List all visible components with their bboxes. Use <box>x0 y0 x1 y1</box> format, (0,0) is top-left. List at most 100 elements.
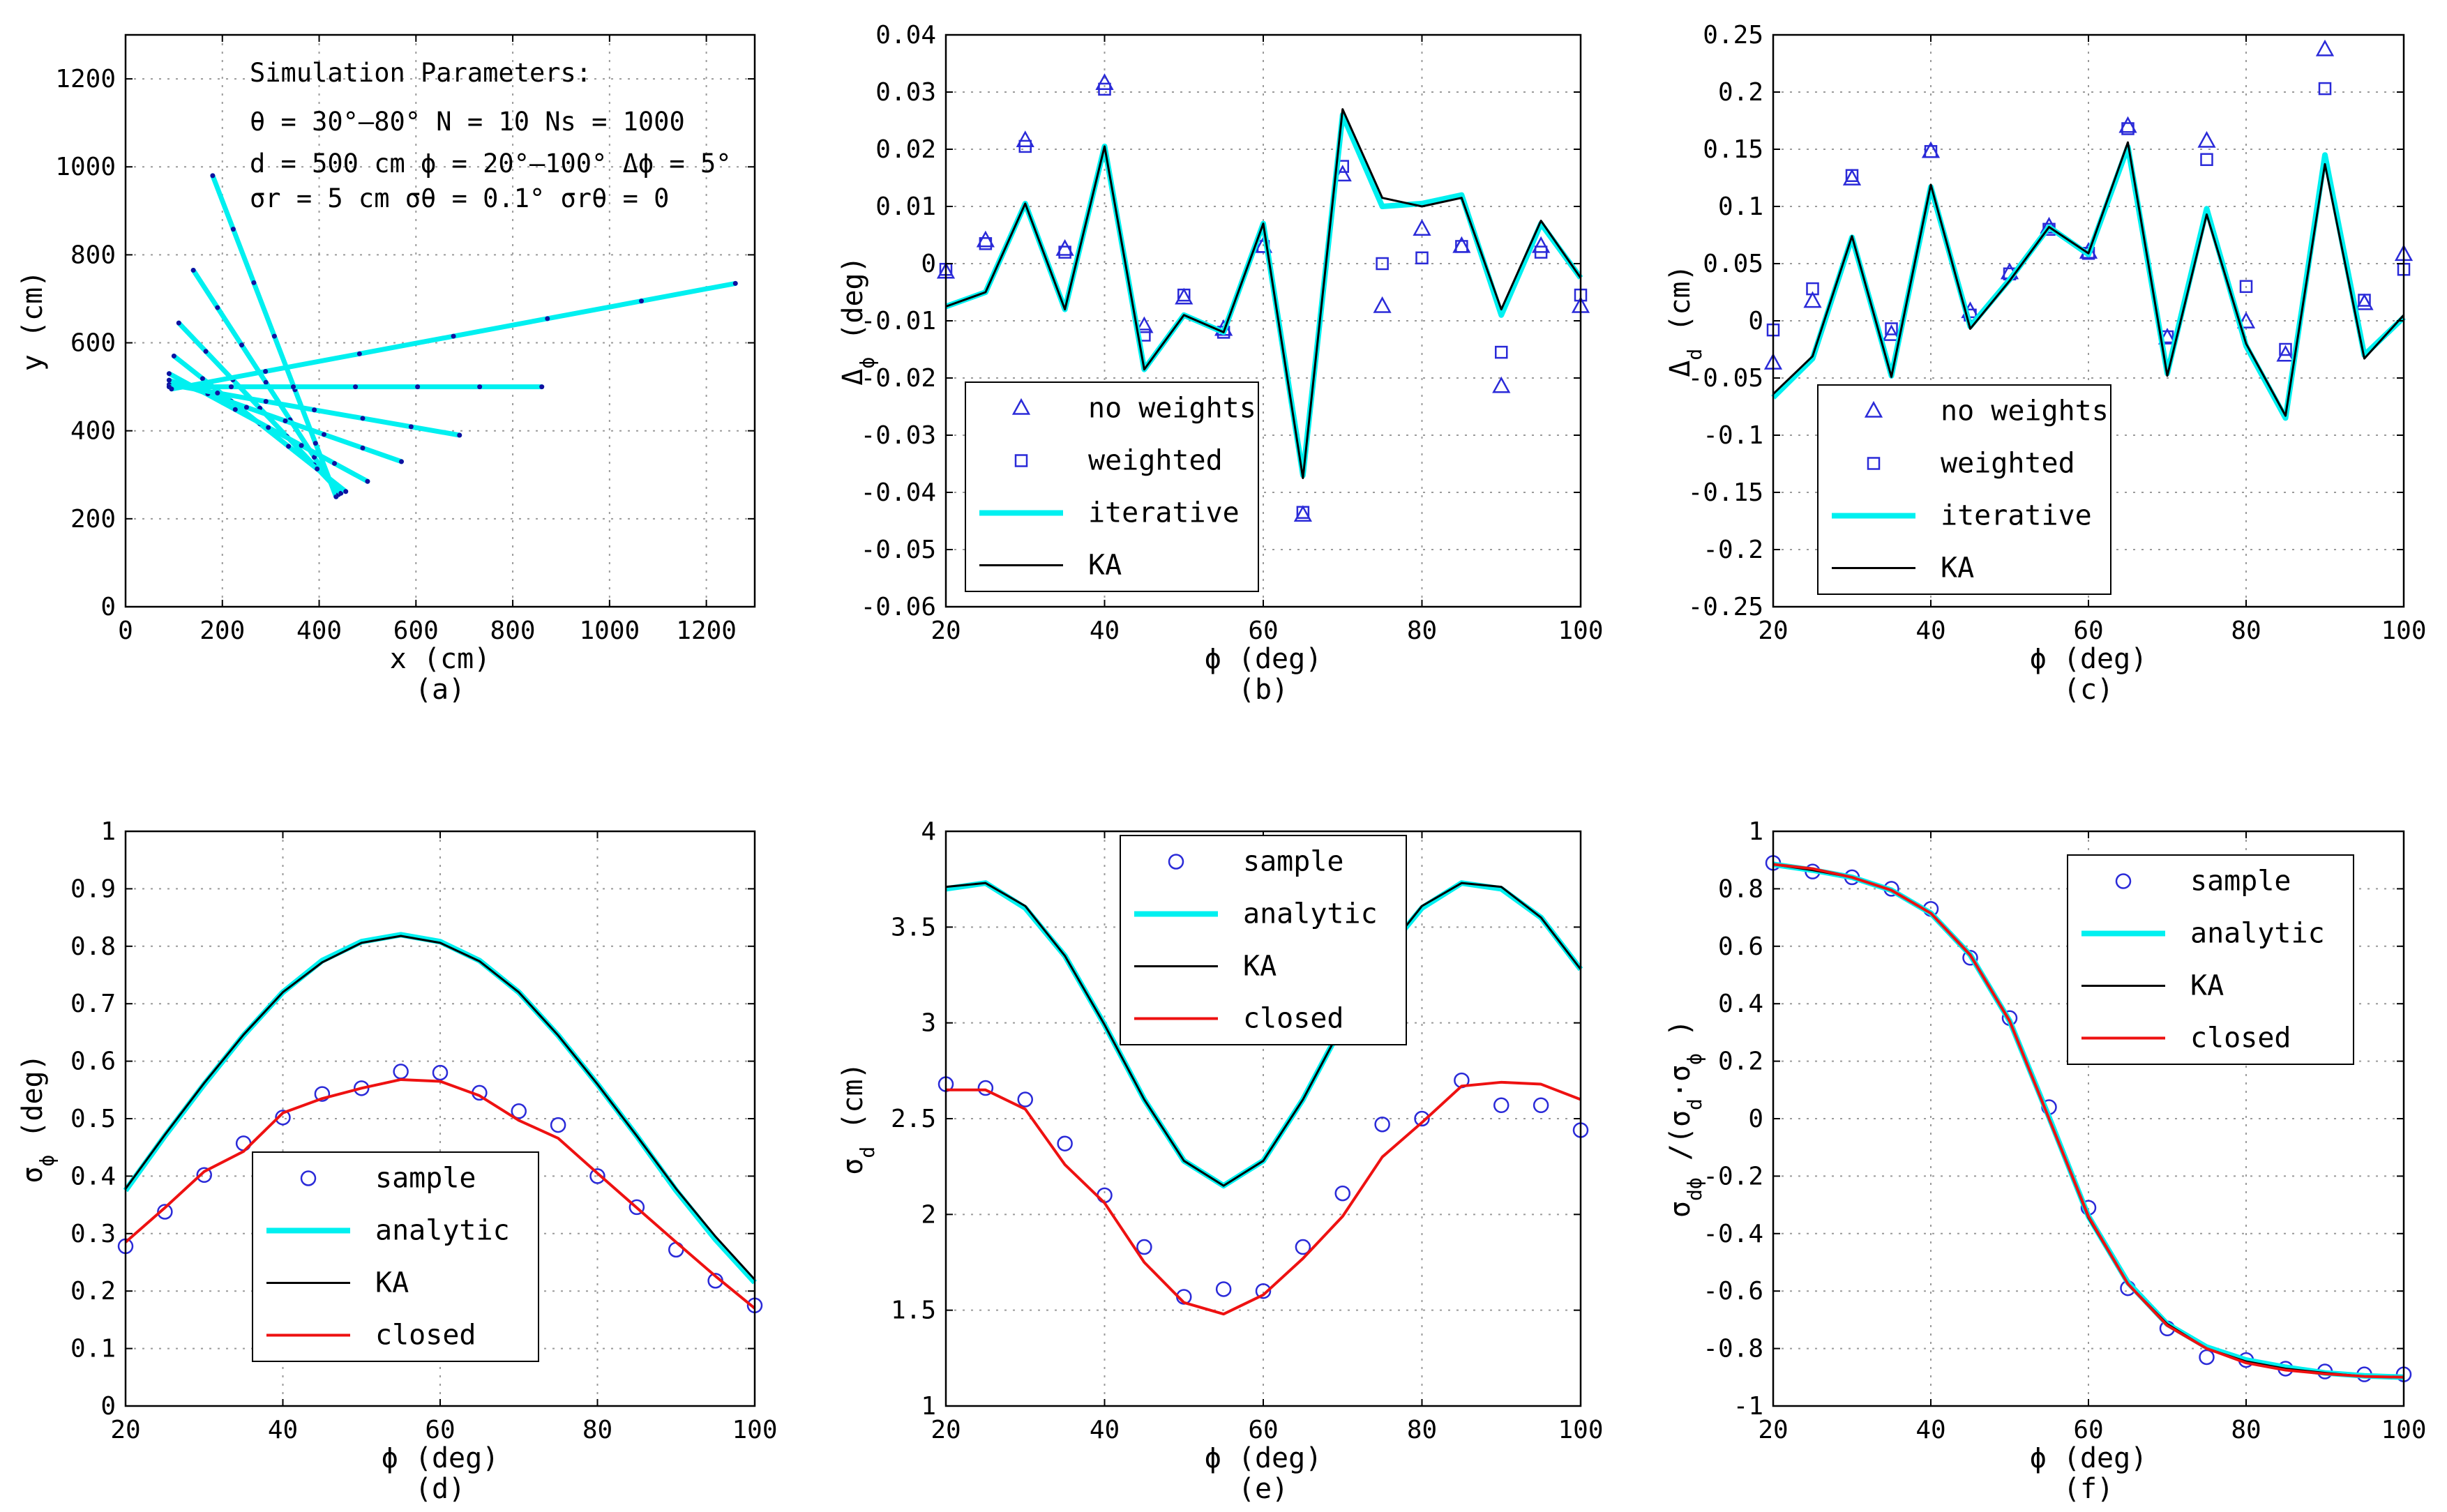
data-point-no-weights <box>2355 293 2374 310</box>
y-tick-label: -0.15 <box>1688 478 1763 507</box>
y-tick-label: 800 <box>70 241 116 269</box>
y-tick-label: 0.1 <box>70 1335 116 1363</box>
y-tick-label: 0.5 <box>70 1105 116 1133</box>
series-point <box>338 490 344 496</box>
legend-label: KA <box>1088 550 1122 582</box>
y-axis-label: σϕ (deg) <box>17 1054 59 1183</box>
data-point-sample <box>1493 1097 1509 1114</box>
simulation-parameters: Simulation Parameters: θ = 30°–80° N = 1… <box>250 58 732 213</box>
y-tick-label: 0.01 <box>875 192 936 221</box>
y-tick-label: 0.8 <box>1718 875 1763 903</box>
y-tick-label: 0 <box>1748 1105 1763 1133</box>
data-point-weighted <box>1455 240 1468 253</box>
data-point-no-weights <box>1882 324 1901 341</box>
legend-label: no weights <box>1941 395 2109 428</box>
data-point-sample <box>157 1204 173 1220</box>
x-tick-label: 200 <box>199 617 245 645</box>
y-tick-label: 1200 <box>55 65 116 93</box>
y-tick-label: 0 <box>100 1392 116 1421</box>
series-point <box>312 455 317 460</box>
y-tick-label: -0.2 <box>1703 1162 1763 1190</box>
y-tick-label: 4 <box>921 817 936 846</box>
y-tick-label: -0.25 <box>1688 593 1763 621</box>
series-point <box>299 443 304 448</box>
data-point-weighted <box>2239 280 2253 294</box>
params-line-1: θ = 30°–80° N = 10 Ns = 1000 <box>250 107 685 137</box>
x-tick-label: 20 <box>1758 617 1788 645</box>
y-tick-label: 2.5 <box>891 1105 936 1133</box>
y-tick-label: 600 <box>70 329 116 358</box>
data-point-sample <box>354 1080 370 1096</box>
data-point-weighted <box>1924 145 1938 158</box>
y-tick-label: 0.4 <box>70 1162 116 1190</box>
data-point-no-weights <box>2276 345 2295 362</box>
y-tick-label: 3.5 <box>891 913 936 942</box>
legend-label: closed <box>2190 1022 2291 1054</box>
panel-e: 20 40 60 80 100 1 1.5 2 2.5 3 3.5 4 ϕ (deg) σd (cm) (e… <box>837 817 1604 1505</box>
series-KA <box>1772 141 2405 417</box>
data-point-no-weights <box>2315 39 2335 56</box>
data-point-no-weights <box>1095 73 1114 90</box>
series-point <box>199 376 205 381</box>
y-tick-label: 0.1 <box>1718 192 1763 221</box>
series-point <box>365 478 370 484</box>
legend-label: iterative <box>1941 500 2092 532</box>
y-tick-label: -0.06 <box>861 593 936 621</box>
legend: sample analytic KA closed <box>252 1151 539 1362</box>
panel-a: 0 200 400 600 800 1000 1200 0 200 400 600 800 1000 12… <box>17 33 756 706</box>
series-point <box>639 298 645 304</box>
legend-label: sample <box>2190 865 2291 898</box>
x-axis-label: ϕ (deg) <box>2030 643 2148 675</box>
x-tick-label: 0 <box>118 617 133 645</box>
series-point <box>283 418 288 423</box>
legend: sample analytic KA closed <box>1120 835 1407 1045</box>
legend-swatch-weighted <box>1867 457 1881 470</box>
y-tick-label: -0.05 <box>1688 364 1763 393</box>
legend-label: sample <box>375 1163 476 1195</box>
series-point <box>176 320 181 326</box>
data-point-no-weights <box>976 230 995 248</box>
x-tick-label: 100 <box>2381 1416 2426 1444</box>
series-point <box>312 407 317 413</box>
data-point-weighted <box>1177 288 1191 302</box>
x-tick-label: 40 <box>1090 617 1120 645</box>
y-tick-label: 0.2 <box>70 1277 116 1306</box>
x-tick-label: 100 <box>1558 617 1603 645</box>
series-point <box>239 342 245 348</box>
plot-frame <box>124 33 756 608</box>
panel-caption: (d) <box>415 1473 465 1505</box>
y-tick-label: -0.02 <box>861 364 936 393</box>
data-point-sample <box>589 1168 605 1184</box>
y-tick-label: 0.05 <box>1703 250 1763 278</box>
data-point-sample <box>393 1064 409 1080</box>
legend-label: iterative <box>1088 497 1240 529</box>
y-tick-label: 0.7 <box>70 990 116 1018</box>
series-point <box>203 349 209 354</box>
series-point <box>343 489 349 494</box>
y-axis-label: Δd (cm) <box>1664 264 1706 377</box>
legend-swatch-sample <box>1168 854 1184 870</box>
series-point <box>315 466 320 471</box>
series-point <box>408 424 414 430</box>
series-point <box>190 267 196 273</box>
x-tick-label: 1000 <box>579 617 640 645</box>
x-tick-label: 20 <box>931 1416 961 1444</box>
series-point <box>263 379 269 385</box>
x-axis-label: ϕ (deg) <box>2030 1442 2148 1474</box>
series-point <box>313 441 318 446</box>
data-point-weighted <box>1098 82 1111 96</box>
y-tick-label: 0 <box>1748 307 1763 335</box>
params-title: Simulation Parameters: <box>250 58 592 88</box>
x-tick-label: 60 <box>2073 1416 2103 1444</box>
x-tick-label: 20 <box>931 617 961 645</box>
y-tick-label: 200 <box>70 505 116 534</box>
data-point-no-weights <box>1532 236 1551 253</box>
series-point <box>266 425 271 430</box>
data-point-sample <box>1057 1135 1073 1151</box>
data-point-weighted <box>1296 506 1310 519</box>
series-point <box>171 353 176 358</box>
series-point <box>169 386 174 392</box>
y-tick-label: 0.6 <box>1718 932 1763 961</box>
y-tick-label: 1 <box>1748 817 1763 846</box>
series-point <box>166 371 172 377</box>
